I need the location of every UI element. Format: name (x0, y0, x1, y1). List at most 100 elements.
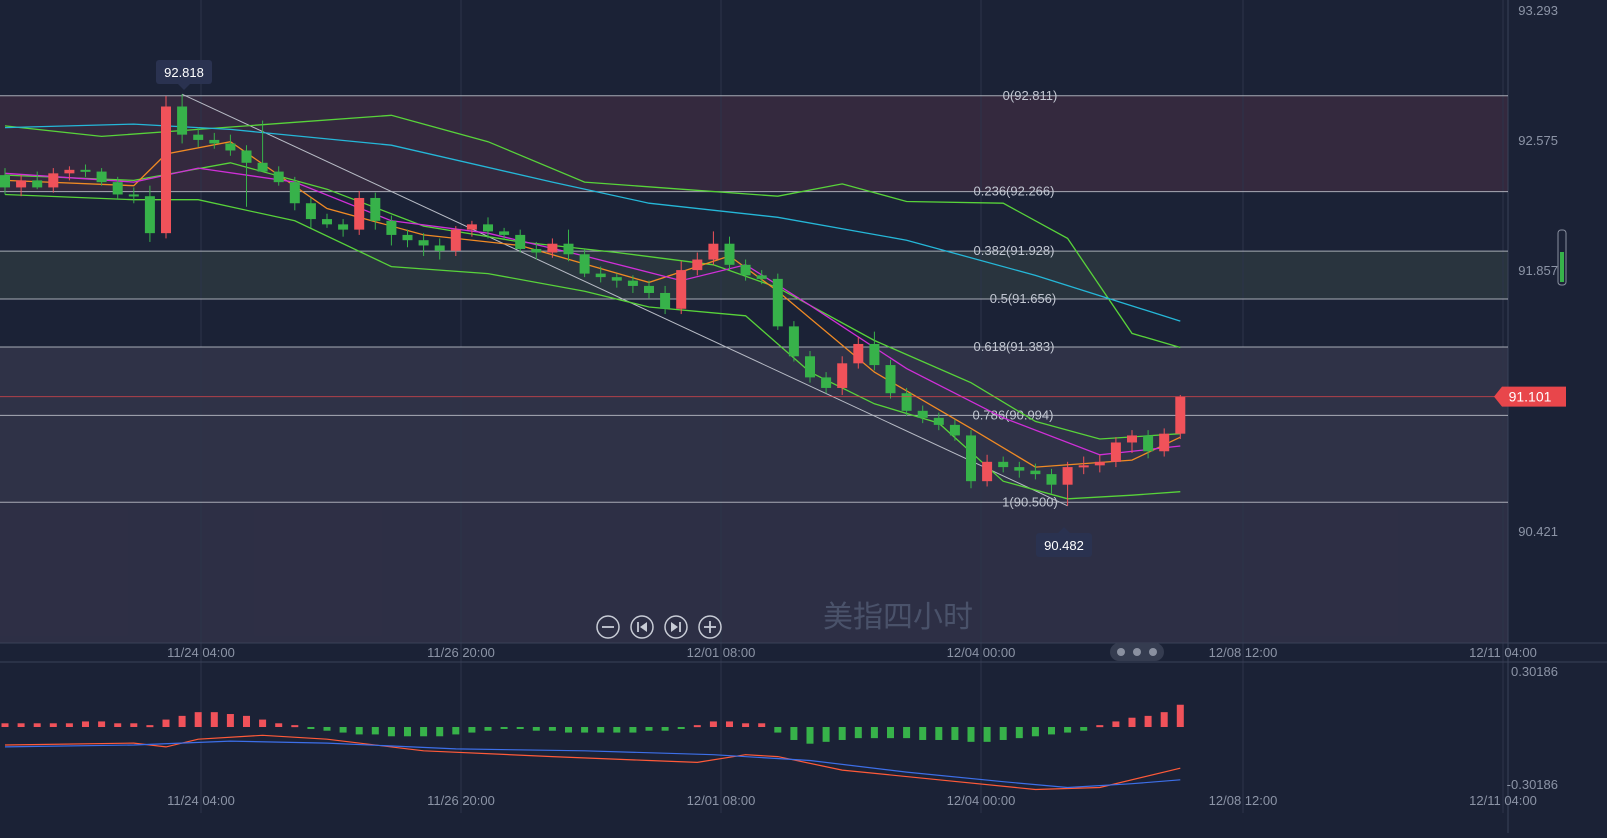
macd-histogram-bar (870, 727, 878, 739)
macd-histogram-bar (790, 727, 798, 740)
candle (740, 259, 751, 281)
jump-end-button[interactable] (664, 615, 688, 639)
candle-body (354, 197, 365, 230)
macd-histogram-bar (130, 723, 138, 727)
macd-histogram-bar (420, 727, 428, 737)
candle (724, 236, 735, 271)
fib-zone (0, 251, 1508, 299)
candle (611, 273, 622, 288)
moving-average-line (4, 167, 1181, 456)
macd-histogram-bar (98, 721, 106, 727)
candle-body (96, 171, 107, 183)
candle-body (32, 180, 43, 188)
candle-body (1062, 467, 1073, 485)
macd-line (4, 734, 1181, 791)
macd-time-tick-label: 12/04 00:00 (947, 793, 1016, 808)
candle-body (289, 182, 300, 204)
candle-body (1127, 435, 1137, 443)
candle (112, 176, 123, 200)
time-tick-label: 12/08 12:00 (1209, 645, 1278, 660)
macd-histogram-bar (1144, 715, 1152, 727)
candle-body (756, 275, 767, 279)
macd-histogram-bar (387, 727, 395, 737)
candle-body (772, 278, 783, 327)
candle-body (837, 363, 848, 388)
jump-start-button[interactable] (630, 615, 654, 639)
macd-histogram-bar (500, 727, 508, 729)
candle (998, 456, 1009, 473)
macd-histogram-bar (758, 723, 766, 727)
candle-body (821, 377, 832, 388)
candle (788, 321, 799, 362)
candle-body (273, 171, 284, 183)
macd-time-tick-label: 12/08 12:00 (1209, 793, 1278, 808)
macd-histogram-bar (709, 721, 717, 727)
candle-body (241, 150, 252, 163)
macd-histogram-bar (532, 727, 540, 731)
macd-histogram-bar (162, 719, 170, 727)
candle-body (144, 196, 155, 234)
fib-label: 1(90.500) (1002, 494, 1058, 509)
candle-body (1078, 465, 1089, 468)
price-tick-label: 93.293 (1518, 3, 1558, 18)
candle-body (1175, 396, 1186, 434)
candle (273, 166, 284, 186)
candle (1094, 454, 1105, 473)
macd-histogram-bar (452, 727, 460, 735)
candle (933, 412, 944, 431)
candle (499, 227, 510, 241)
zoom-out-button[interactable] (596, 615, 620, 639)
candle (354, 190, 365, 235)
macd-histogram-bar (33, 723, 41, 727)
macd-histogram-bar (1, 723, 9, 727)
current-price-tag (1494, 386, 1566, 407)
macd-histogram-bar (484, 727, 492, 731)
macd-histogram-bar (194, 712, 202, 727)
macd-histogram-bar (548, 727, 556, 731)
candle (1046, 468, 1057, 494)
candle (16, 175, 27, 197)
candle (563, 229, 574, 262)
candle (289, 176, 300, 211)
candle (80, 164, 91, 177)
candle (805, 351, 815, 383)
candle (305, 197, 316, 228)
candle-body (676, 270, 687, 309)
candle-body (579, 254, 590, 274)
candle-body (1159, 433, 1170, 452)
candle (241, 145, 252, 207)
macd-histogram-bar (436, 727, 444, 737)
macd-histogram-bar (983, 727, 991, 742)
price-tick-label: 92.575 (1518, 133, 1558, 148)
candle-body (933, 417, 944, 425)
macd-time-tick-label: 11/26 20:00 (427, 793, 495, 808)
candle (547, 238, 558, 258)
candle (1030, 463, 1041, 480)
macd-lower-label: -0.30186 (1507, 777, 1558, 792)
zoom-in-button[interactable] (698, 615, 722, 639)
candle (982, 454, 993, 487)
candle (966, 430, 976, 489)
low-marker-label: 90.482 (1044, 538, 1084, 553)
panel-resize-handle[interactable] (1110, 643, 1164, 661)
macd-histogram-bar (903, 727, 911, 739)
price-scale-handle[interactable] (1557, 229, 1567, 286)
macd-histogram-bar (838, 727, 846, 740)
candle (338, 219, 349, 237)
candle (322, 213, 332, 228)
candle-body (515, 234, 526, 249)
candle (917, 405, 928, 424)
macd-histogram-bar (613, 727, 621, 733)
candle (1078, 456, 1089, 475)
candle-body (64, 169, 75, 174)
macd-histogram-bar (1160, 712, 1168, 727)
candle (756, 270, 767, 285)
candle-body (112, 182, 123, 195)
bollinger-lower-line (4, 193, 1181, 500)
fib-zones (0, 95, 1508, 643)
macd-histogram-bar (65, 723, 73, 727)
candle (128, 187, 139, 204)
high-marker-pointer (178, 84, 190, 90)
